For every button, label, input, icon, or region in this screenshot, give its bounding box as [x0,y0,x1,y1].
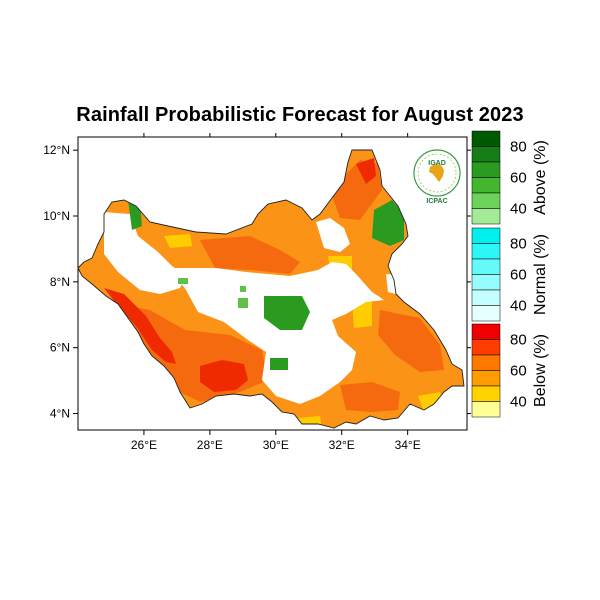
x-tick-label: 28°E [197,438,223,452]
colorbar-tick-label: 80 [510,236,527,253]
logo-text-bottom: ICPAC [426,198,447,205]
latitude-axis: 12°N 10°N 8°N 6°N 4°N [43,143,471,421]
colorbar-category-label: Above (%) [532,140,549,215]
above-small-patch [238,298,248,308]
colorbar-tick-label: 40 [510,201,527,218]
probability-colorbar: 80 60 40 Above (%) 80 60 40 Normal (%) 80 60 40 Bel… [471,130,549,418]
colorbar-swatch [471,227,501,244]
colorbar-swatch [471,243,501,260]
colorbar-swatch [471,258,501,275]
y-tick-label: 4°N [50,407,70,421]
above-central [264,296,310,330]
above-small-patch-3 [240,286,246,292]
x-tick-label: 30°E [263,438,289,452]
colorbar-swatch [471,274,501,291]
below-high-southwest [200,360,248,392]
x-tick-label: 32°E [329,438,355,452]
x-tick-label: 26°E [131,438,157,452]
colorbar-category-label: Below (%) [532,334,549,407]
map-title: Rainfall Probabilistic Forecast for Augu… [76,104,524,126]
white-northeast-pocket [316,218,350,252]
below-high-north-tip [356,158,376,184]
colorbar-swatch [471,370,501,387]
south-sudan-border [77,149,465,429]
no-signal-region [104,212,412,404]
colorbar-tick-label: 80 [510,332,527,349]
below-weak-1 [164,234,192,248]
below-mid-east [378,310,444,372]
colorbar-group-0: 80 60 40 Above (%) [471,130,549,225]
colorbar-swatch [471,305,501,322]
colorbar-tick-label: 40 [510,298,527,315]
above-northeast [372,200,404,246]
white-central [170,262,384,404]
colorbar-tick-label: 60 [510,363,527,380]
longitude-axis: 26°E 28°E 30°E 32°E 34°E [131,133,421,452]
colorbar-tick-label: 60 [510,267,527,284]
colorbar-swatch [471,323,501,340]
y-tick-label: 10°N [43,209,70,223]
colorbar-swatch [471,289,501,306]
colorbar-tick-label: 40 [510,394,527,411]
africa-icon [429,164,444,182]
colorbar-tick-label: 80 [510,139,527,156]
y-tick-label: 12°N [43,143,70,157]
above-normal-region [128,200,404,370]
colorbar-swatch [471,401,501,418]
below-mid-south [340,382,400,412]
colorbar-swatch [471,161,501,178]
colorbar-swatch [471,339,501,356]
colorbar-swatch [471,385,501,402]
y-tick-label: 8°N [50,275,70,289]
colorbar-swatch [471,146,501,163]
below-mid-north-central [200,236,300,274]
logo-text-top: IGAD [428,160,446,167]
colorbar-swatch [471,130,501,147]
icpac-logo: IGAD ICPAC [413,149,461,205]
colorbar-swatch [471,177,501,194]
colorbar-category-label: Normal (%) [532,234,549,315]
white-west [104,212,186,294]
above-south-patch [270,358,288,370]
above-small-patch-2 [178,278,188,284]
colorbar-swatch [471,354,501,371]
y-tick-label: 6°N [50,341,70,355]
colorbar-group-1: 80 60 40 Normal (%) [471,227,549,322]
colorbar-swatch [471,192,501,209]
below-normal-high-region [104,158,376,392]
colorbar-swatch [471,208,501,225]
colorbar-tick-label: 60 [510,170,527,187]
colorbar-group-2: 80 60 40 Below (%) [471,323,549,418]
below-high-west-edge [104,288,176,364]
x-tick-label: 34°E [395,438,421,452]
